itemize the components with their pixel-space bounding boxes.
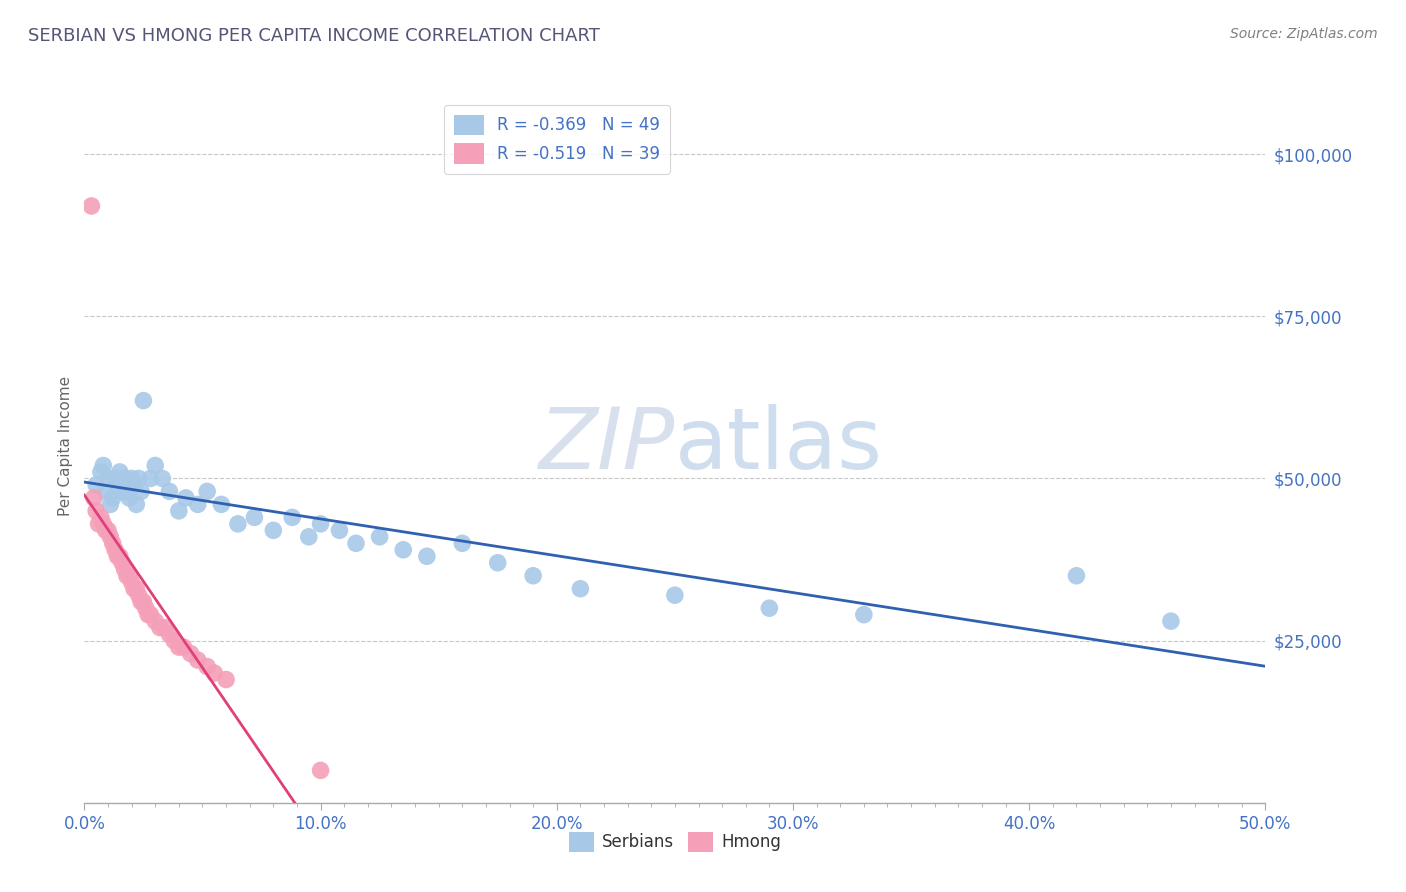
Point xyxy=(139,607,162,622)
Point xyxy=(118,491,141,505)
Point xyxy=(114,471,136,485)
Point xyxy=(80,199,103,213)
Text: atlas: atlas xyxy=(675,404,883,488)
Point xyxy=(149,621,172,635)
Point xyxy=(139,471,162,485)
Point xyxy=(121,471,143,485)
Point xyxy=(416,549,439,564)
Legend: Serbians, Hmong: Serbians, Hmong xyxy=(562,825,787,859)
Point xyxy=(209,497,232,511)
Point xyxy=(344,536,367,550)
Point xyxy=(309,764,332,778)
Point xyxy=(195,659,218,673)
Point xyxy=(121,575,143,590)
Point xyxy=(486,556,509,570)
Point xyxy=(174,491,197,505)
Point xyxy=(97,524,120,538)
Point xyxy=(1160,614,1182,628)
Point xyxy=(84,478,107,492)
Point xyxy=(664,588,686,602)
Point xyxy=(298,530,321,544)
Point xyxy=(143,614,166,628)
Point xyxy=(281,510,304,524)
Point xyxy=(115,484,138,499)
Point xyxy=(167,640,190,654)
Point xyxy=(108,465,131,479)
Point xyxy=(128,588,150,602)
Point xyxy=(852,607,875,622)
Point xyxy=(132,393,155,408)
Point xyxy=(180,647,202,661)
Point xyxy=(135,601,157,615)
Point xyxy=(104,471,127,485)
Point xyxy=(83,491,105,505)
Point xyxy=(153,621,176,635)
Point xyxy=(94,484,117,499)
Point xyxy=(94,524,117,538)
Point xyxy=(132,595,155,609)
Point xyxy=(167,504,190,518)
Point xyxy=(143,458,166,473)
Point xyxy=(157,484,180,499)
Point xyxy=(98,497,121,511)
Point xyxy=(90,465,112,479)
Point xyxy=(114,562,136,576)
Point xyxy=(173,640,195,654)
Point xyxy=(125,497,148,511)
Point xyxy=(107,549,129,564)
Y-axis label: Per Capita Income: Per Capita Income xyxy=(58,376,73,516)
Point xyxy=(128,471,150,485)
Point xyxy=(522,568,544,582)
Point xyxy=(107,478,129,492)
Text: Source: ZipAtlas.com: Source: ZipAtlas.com xyxy=(1230,27,1378,41)
Point xyxy=(226,516,249,531)
Point xyxy=(129,484,152,499)
Point xyxy=(101,536,124,550)
Point xyxy=(368,530,391,544)
Point xyxy=(97,471,120,485)
Point xyxy=(91,516,114,531)
Point xyxy=(187,653,209,667)
Point xyxy=(328,524,350,538)
Point xyxy=(309,516,332,531)
Point xyxy=(118,568,141,582)
Point xyxy=(115,568,138,582)
Point xyxy=(202,666,225,681)
Point xyxy=(111,484,134,499)
Point xyxy=(108,549,131,564)
Point xyxy=(262,524,284,538)
Point xyxy=(163,633,186,648)
Point xyxy=(111,556,134,570)
Point xyxy=(129,595,152,609)
Point xyxy=(187,497,209,511)
Text: SERBIAN VS HMONG PER CAPITA INCOME CORRELATION CHART: SERBIAN VS HMONG PER CAPITA INCOME CORRE… xyxy=(28,27,600,45)
Point xyxy=(91,458,114,473)
Point xyxy=(101,491,124,505)
Point xyxy=(758,601,780,615)
Point xyxy=(84,504,107,518)
Point xyxy=(136,607,159,622)
Point xyxy=(451,536,474,550)
Point xyxy=(90,510,112,524)
Point xyxy=(122,582,145,596)
Point xyxy=(215,673,238,687)
Point xyxy=(122,478,145,492)
Point xyxy=(157,627,180,641)
Point xyxy=(195,484,218,499)
Text: ZIP: ZIP xyxy=(538,404,675,488)
Point xyxy=(87,516,110,531)
Point xyxy=(1066,568,1088,582)
Point xyxy=(392,542,415,557)
Point xyxy=(125,582,148,596)
Point xyxy=(104,542,127,557)
Point xyxy=(569,582,592,596)
Point xyxy=(243,510,266,524)
Point xyxy=(150,471,173,485)
Point xyxy=(98,530,121,544)
